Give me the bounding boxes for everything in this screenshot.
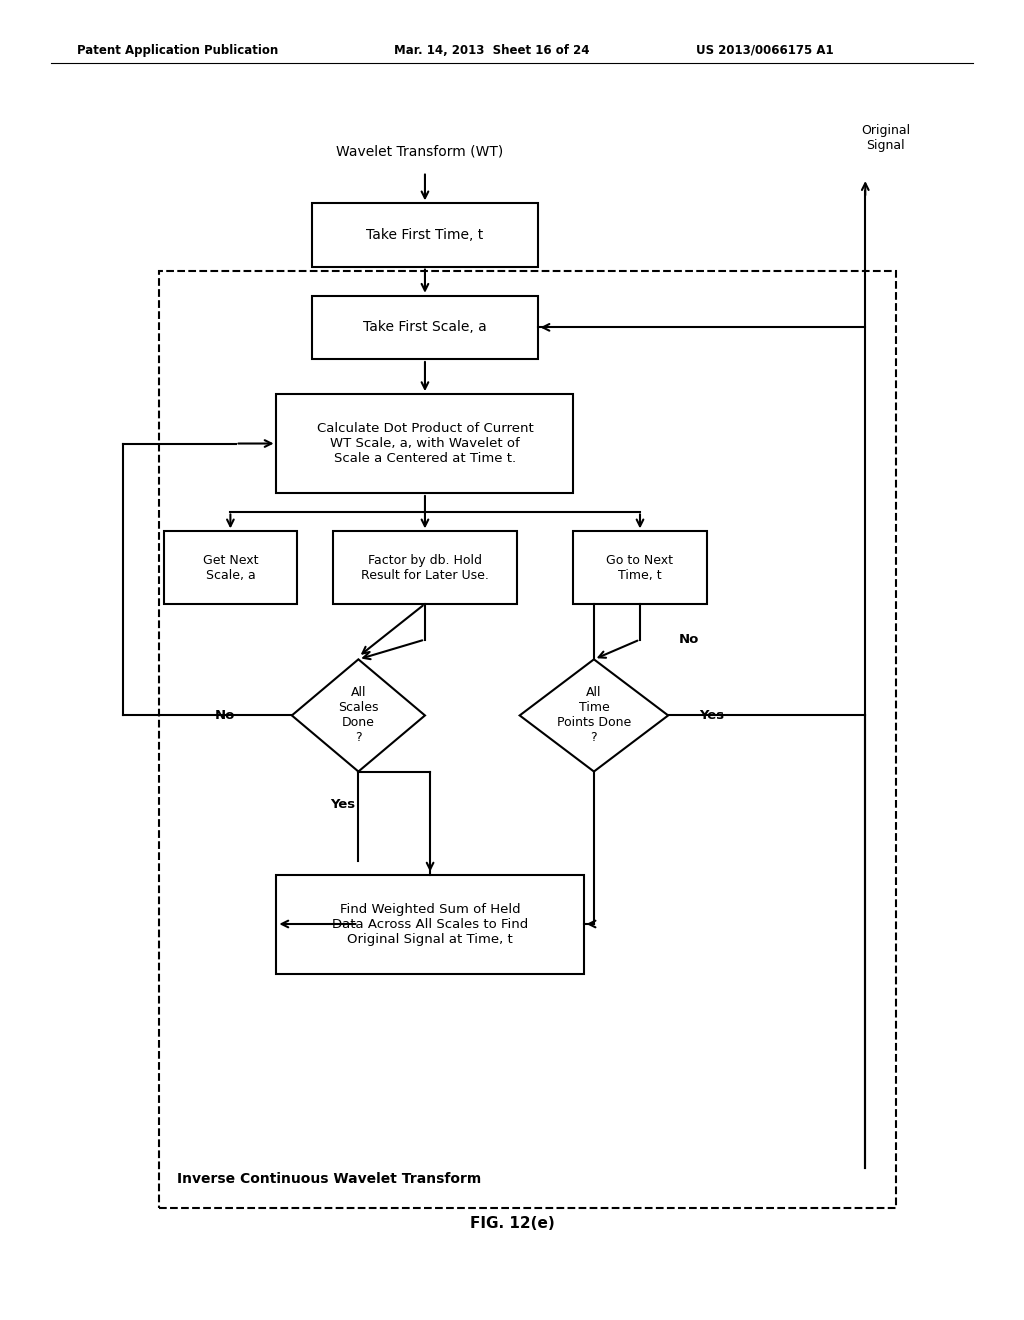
- Polygon shape: [292, 659, 425, 771]
- Text: US 2013/0066175 A1: US 2013/0066175 A1: [696, 44, 834, 57]
- Text: Calculate Dot Product of Current
WT Scale, a, with Wavelet of
Scale a Centered a: Calculate Dot Product of Current WT Scal…: [316, 422, 534, 465]
- Text: No: No: [678, 634, 698, 645]
- FancyBboxPatch shape: [164, 531, 297, 605]
- Text: Patent Application Publication: Patent Application Publication: [77, 44, 279, 57]
- FancyBboxPatch shape: [333, 531, 517, 605]
- Text: Factor by db. Hold
Result for Later Use.: Factor by db. Hold Result for Later Use.: [361, 553, 488, 582]
- Text: All
Time
Points Done
?: All Time Points Done ?: [557, 686, 631, 744]
- Text: Yes: Yes: [331, 797, 355, 810]
- Text: Go to Next
Time, t: Go to Next Time, t: [606, 553, 674, 582]
- FancyBboxPatch shape: [312, 296, 538, 359]
- Text: All
Scales
Done
?: All Scales Done ?: [338, 686, 379, 744]
- Text: Take First Scale, a: Take First Scale, a: [364, 321, 486, 334]
- Text: Original
Signal: Original Signal: [861, 124, 910, 152]
- FancyBboxPatch shape: [312, 203, 538, 267]
- FancyBboxPatch shape: [276, 874, 584, 974]
- Text: No: No: [215, 709, 236, 722]
- Text: Find Weighted Sum of Held
Data Across All Scales to Find
Original Signal at Time: Find Weighted Sum of Held Data Across Al…: [332, 903, 528, 945]
- Text: Wavelet Transform (WT): Wavelet Transform (WT): [336, 145, 504, 158]
- Text: Mar. 14, 2013  Sheet 16 of 24: Mar. 14, 2013 Sheet 16 of 24: [394, 44, 590, 57]
- Text: Yes: Yes: [698, 709, 724, 722]
- FancyBboxPatch shape: [276, 393, 573, 492]
- Text: Get Next
Scale, a: Get Next Scale, a: [203, 553, 258, 582]
- Polygon shape: [519, 659, 668, 771]
- Text: Take First Time, t: Take First Time, t: [367, 228, 483, 242]
- Text: Inverse Continuous Wavelet Transform: Inverse Continuous Wavelet Transform: [177, 1172, 481, 1185]
- Text: FIG. 12(e): FIG. 12(e): [470, 1216, 554, 1232]
- FancyBboxPatch shape: [573, 531, 707, 605]
